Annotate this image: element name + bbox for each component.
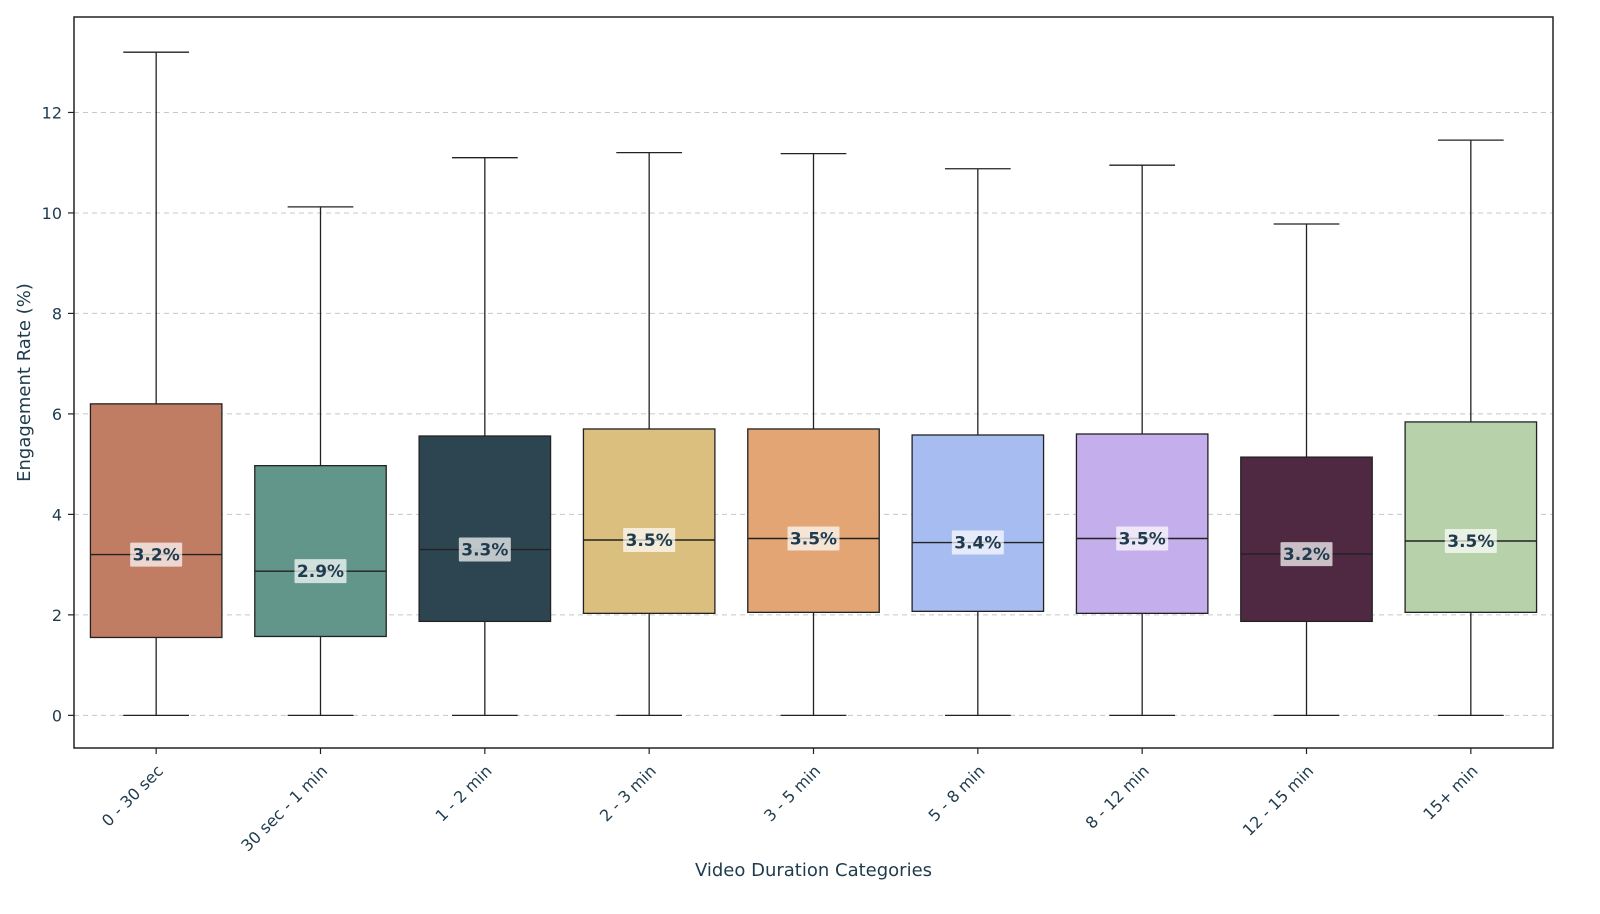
x-tick-label: 1 - 2 min: [432, 761, 496, 825]
median-label: 3.5%: [790, 529, 837, 549]
median-label-background: [294, 559, 347, 584]
y-tick-label: 4: [52, 505, 62, 524]
box-5: 3.5%: [747, 153, 880, 716]
y-axis: 0 2 4 6 8 10 12: [42, 103, 74, 725]
x-tick-label: 3 - 5 min: [760, 761, 824, 825]
median-label: 3.5%: [626, 531, 673, 551]
median-label: 3.4%: [954, 534, 1001, 554]
median-label: 3.2%: [133, 546, 180, 566]
median-label-background: [623, 528, 676, 553]
y-axis-title: Engagement Rate (%): [14, 283, 35, 482]
box-8: 3.2%: [1240, 223, 1373, 716]
median-label-background: [951, 530, 1004, 555]
x-tick-label: 2 - 3 min: [596, 761, 660, 825]
box-7: 3.5%: [1075, 164, 1209, 716]
median-label-background: [787, 526, 840, 551]
median-label: 3.5%: [1119, 529, 1166, 549]
median-label: 3.5%: [1447, 532, 1494, 552]
median-label-background: [130, 542, 183, 567]
box-iqr: [747, 428, 880, 614]
box-6: 3.4%: [911, 168, 1045, 716]
box-series: 3.2% 2.9% 3.3% 3.5% 3.5% 3.4% 3.5% 3.2% 3.5%: [89, 51, 1538, 716]
box-iqr: [418, 435, 552, 623]
x-axis: 0 - 30 sec 30 sec - 1 min 1 - 2 min 2 - 3 m…: [98, 748, 1482, 855]
x-tick-label: 15+ min: [1419, 761, 1481, 823]
median-label: 3.2%: [1283, 545, 1330, 565]
x-tick-label: 30 sec - 1 min: [237, 761, 331, 855]
box-9: 3.5%: [1404, 139, 1538, 716]
box-4: 3.5%: [582, 151, 716, 716]
y-tick-label: 8: [52, 304, 62, 323]
box-iqr: [1240, 456, 1373, 623]
y-tick-label: 12: [42, 103, 62, 122]
median-label: 3.3%: [461, 541, 508, 561]
median-label-background: [1280, 542, 1333, 567]
x-tick-label: 0 - 30 sec: [98, 761, 167, 830]
x-tick-label: 12 - 15 min: [1239, 761, 1317, 839]
y-tick-label: 6: [52, 405, 62, 424]
box-2: 2.9%: [254, 206, 387, 716]
box-iqr: [254, 464, 387, 638]
median-label: 2.9%: [297, 562, 344, 582]
box-iqr: [89, 403, 223, 639]
box-iqr: [1404, 421, 1538, 614]
median-label-background: [1116, 526, 1169, 551]
box-1: 3.2%: [89, 51, 223, 716]
box-iqr: [911, 434, 1045, 612]
x-tick-label: 8 - 12 min: [1082, 761, 1153, 832]
box-iqr: [1075, 433, 1209, 615]
median-label-background: [1444, 529, 1497, 554]
median-label-background: [458, 537, 511, 562]
x-axis-title: Video Duration Categories: [695, 860, 932, 881]
box-iqr: [582, 428, 716, 615]
y-tick-label: 2: [52, 606, 62, 625]
y-tick-label: 10: [42, 204, 62, 223]
y-tick-label: 0: [52, 706, 62, 725]
box-3: 3.3%: [418, 157, 552, 716]
x-tick-label: 5 - 8 min: [925, 761, 989, 825]
